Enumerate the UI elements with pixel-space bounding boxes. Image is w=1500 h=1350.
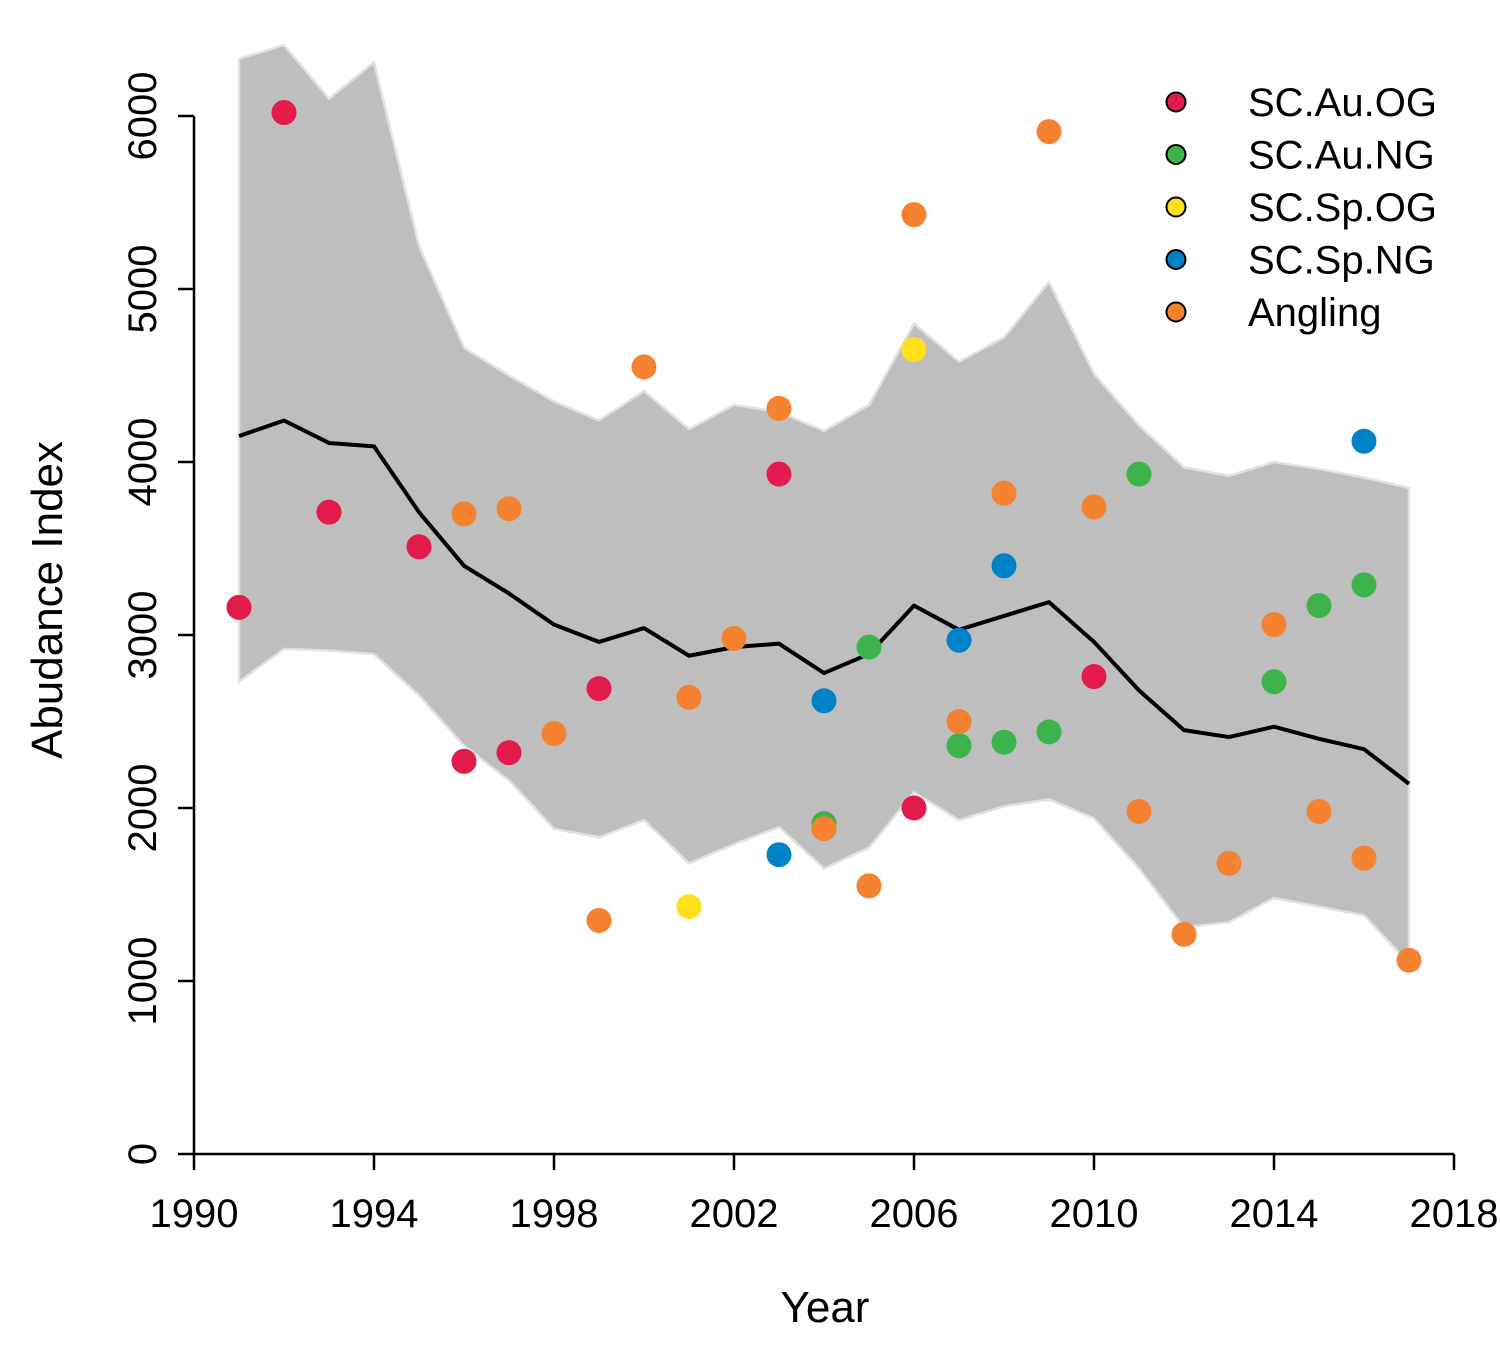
legend-marker-sc-au-ng [1165, 144, 1187, 165]
legend-marker-sc-sp-og [1165, 196, 1187, 218]
point-sc-au-og [496, 740, 522, 766]
trend-line-layer [238, 418, 1411, 786]
point-sc-au-ng [1126, 461, 1152, 487]
y-tick-label: 0 [121, 1143, 165, 1165]
trend-line [238, 418, 1411, 786]
point-sc-sp-ng [1351, 428, 1377, 454]
legend-marker-sc-sp-ng [1165, 249, 1187, 270]
point-angling [451, 501, 477, 527]
x-tick-label: 2014 [1230, 1192, 1319, 1236]
point-sc-au-og [406, 534, 432, 560]
y-tick-label: 1000 [121, 937, 165, 1026]
point-sc-au-ng [1306, 593, 1332, 619]
point-sc-au-og [271, 100, 297, 126]
y-tick-label: 4000 [121, 418, 165, 507]
point-sc-sp-ng [811, 688, 837, 714]
point-sc-au-ng [856, 634, 882, 660]
point-angling [1261, 612, 1287, 638]
x-tick-label: 1994 [330, 1192, 419, 1236]
x-ticks: 1990 1994 1998 2002 2006 2010 2014 2018 [150, 1154, 1499, 1236]
point-sc-au-og [901, 795, 927, 821]
point-angling [631, 354, 657, 380]
y-tick-label: 5000 [121, 245, 165, 334]
y-axis-title: Abudance Index [23, 441, 72, 759]
point-angling [1126, 798, 1152, 824]
point-sc-au-og [226, 594, 252, 620]
point-angling [496, 496, 522, 522]
x-tick-label: 2010 [1050, 1192, 1139, 1236]
point-angling [1351, 845, 1377, 871]
point-sc-au-og [586, 676, 612, 702]
legend-marker-sc-au-og [1165, 91, 1187, 113]
point-sc-au-og [766, 461, 792, 487]
point-angling [946, 709, 972, 734]
point-angling [1171, 921, 1197, 947]
point-sc-au-ng [1261, 669, 1287, 695]
point-angling [1306, 798, 1332, 824]
x-tick-label: 2006 [870, 1192, 959, 1236]
point-angling [766, 395, 792, 421]
legend-label-sc-au-og: SC.Au.OG [1248, 81, 1437, 125]
point-angling [676, 684, 702, 710]
point-angling [1081, 494, 1107, 520]
legend-label-angling: Angling [1248, 291, 1381, 335]
point-angling [721, 625, 747, 651]
point-sc-au-og [1081, 664, 1107, 690]
point-sc-sp-ng [991, 553, 1017, 579]
point-sc-au-ng [1351, 572, 1377, 598]
point-sc-sp-og [676, 894, 702, 920]
point-sc-au-ng [1036, 719, 1062, 745]
legend-label-sc-au-ng: SC.Au.NG [1248, 134, 1435, 178]
x-tick-label: 1998 [510, 1192, 599, 1236]
point-sc-sp-ng [946, 627, 972, 653]
x-axis-title: Year [781, 1283, 870, 1332]
y-tick-label: 2000 [121, 764, 165, 853]
point-sc-au-ng [946, 733, 972, 759]
point-angling [586, 907, 612, 933]
legend-marker-angling [1165, 301, 1187, 323]
point-sc-au-ng [991, 729, 1017, 755]
point-angling [811, 816, 837, 842]
x-tick-label: 2018 [1410, 1192, 1499, 1236]
legend-label-sc-sp-ng: SC.Sp.NG [1248, 239, 1435, 283]
y-ticks: 0 1000 2000 3000 4000 5000 6000 [121, 72, 194, 1165]
y-tick-label: 3000 [121, 591, 165, 680]
point-sc-sp-og [901, 337, 927, 363]
point-angling [1396, 947, 1422, 973]
point-angling [1216, 850, 1242, 876]
point-sc-sp-ng [766, 842, 792, 868]
legend-label-sc-sp-og: SC.Sp.OG [1248, 186, 1437, 230]
point-sc-au-og [451, 748, 477, 774]
point-angling [1036, 119, 1062, 145]
point-angling [541, 721, 567, 747]
data-points [226, 100, 1422, 973]
legend: SC.Au.OG SC.Au.NG SC.Sp.OG SC.Sp.NG Angling [1165, 81, 1437, 335]
point-sc-au-og [316, 499, 342, 525]
point-angling [991, 480, 1017, 506]
point-angling [901, 202, 927, 228]
x-tick-label: 1990 [150, 1192, 239, 1236]
axes: 0 1000 2000 3000 4000 5000 6000 1990 1994 1998 20… [121, 72, 1498, 1236]
point-angling [856, 873, 882, 899]
y-tick-label: 6000 [121, 72, 165, 161]
x-tick-label: 2002 [690, 1192, 779, 1236]
